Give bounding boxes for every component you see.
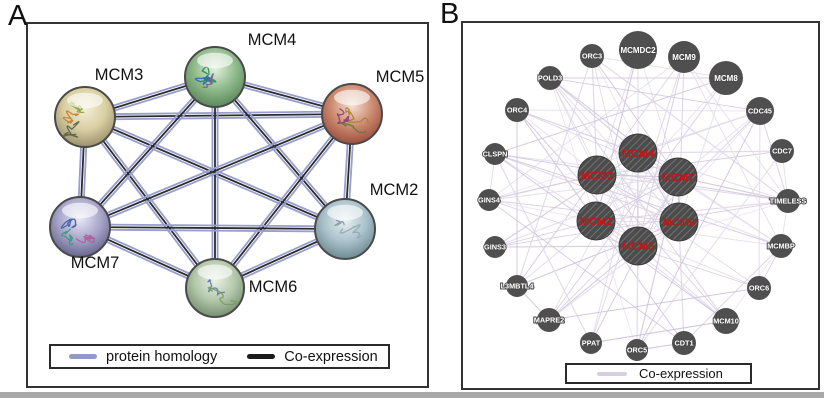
coexpression-swatch-a — [247, 354, 276, 359]
protein-homology-label: protein homology — [106, 348, 218, 365]
panel-a-letter: A — [8, 0, 28, 32]
coexpression-swatch-b — [597, 371, 627, 376]
panel-a-legend: protein homology Co-expression — [49, 344, 390, 369]
coexpression-label-a: Co-expression — [284, 348, 378, 365]
panel-b-letter: B — [440, 0, 460, 30]
coexpression-label-b: Co-expression — [639, 366, 723, 381]
bottom-rule — [0, 392, 824, 398]
panel-b-legend: Co-expression — [565, 363, 752, 384]
panel-b-box — [461, 21, 820, 390]
protein-homology-swatch — [69, 354, 97, 359]
panel-a-box — [26, 22, 429, 388]
